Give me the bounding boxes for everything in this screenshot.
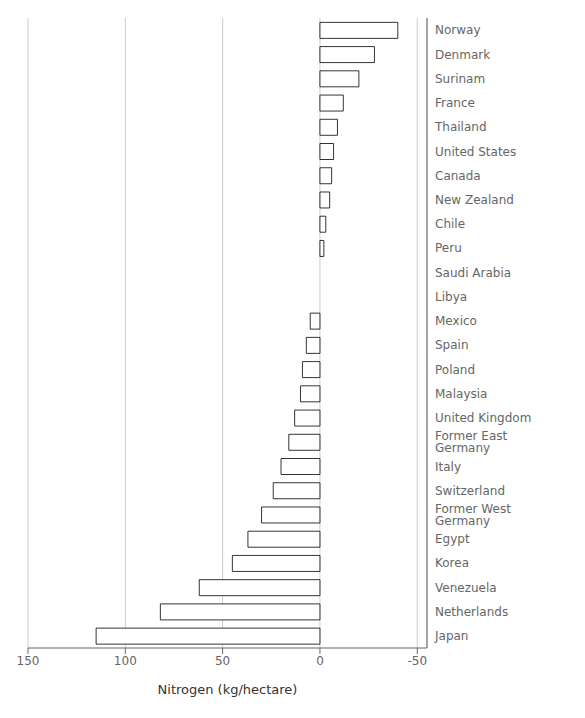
svg-text:Venezuela: Venezuela — [435, 581, 497, 595]
svg-text:Spain: Spain — [435, 338, 469, 352]
svg-text:Canada: Canada — [435, 169, 481, 183]
svg-text:Norway: Norway — [435, 23, 481, 37]
svg-text:Thailand: Thailand — [434, 120, 487, 134]
svg-text:Former EastGermany: Former EastGermany — [435, 429, 508, 455]
svg-text:Poland: Poland — [435, 363, 475, 377]
svg-text:Egypt: Egypt — [435, 532, 470, 546]
svg-text:Libya: Libya — [435, 290, 467, 304]
svg-text:100: 100 — [114, 654, 137, 668]
svg-text:Switzerland: Switzerland — [435, 484, 505, 498]
svg-text:Former WestGermany: Former WestGermany — [435, 502, 511, 528]
svg-text:50: 50 — [215, 654, 230, 668]
svg-text:0: 0 — [316, 654, 324, 668]
svg-text:Netherlands: Netherlands — [435, 605, 508, 619]
svg-text:Korea: Korea — [435, 556, 469, 570]
svg-text:New Zealand: New Zealand — [435, 193, 514, 207]
svg-text:Surinam: Surinam — [435, 72, 485, 86]
svg-text:United States: United States — [435, 145, 516, 159]
svg-text:Chile: Chile — [435, 217, 465, 231]
svg-text:Peru: Peru — [435, 241, 462, 255]
svg-text:Mexico: Mexico — [435, 314, 477, 328]
svg-text:-50: -50 — [407, 654, 427, 668]
svg-text:Saudi Arabia: Saudi Arabia — [435, 266, 511, 280]
svg-text:Denmark: Denmark — [435, 48, 490, 62]
svg-text:United Kingdom: United Kingdom — [435, 411, 531, 425]
svg-text:Nitrogen (kg/hectare): Nitrogen (kg/hectare) — [158, 682, 298, 697]
svg-text:Italy: Italy — [435, 460, 461, 474]
svg-text:France: France — [435, 96, 475, 110]
svg-text:Japan: Japan — [434, 629, 468, 643]
svg-text:Malaysia: Malaysia — [435, 387, 487, 401]
svg-text:150: 150 — [17, 654, 40, 668]
